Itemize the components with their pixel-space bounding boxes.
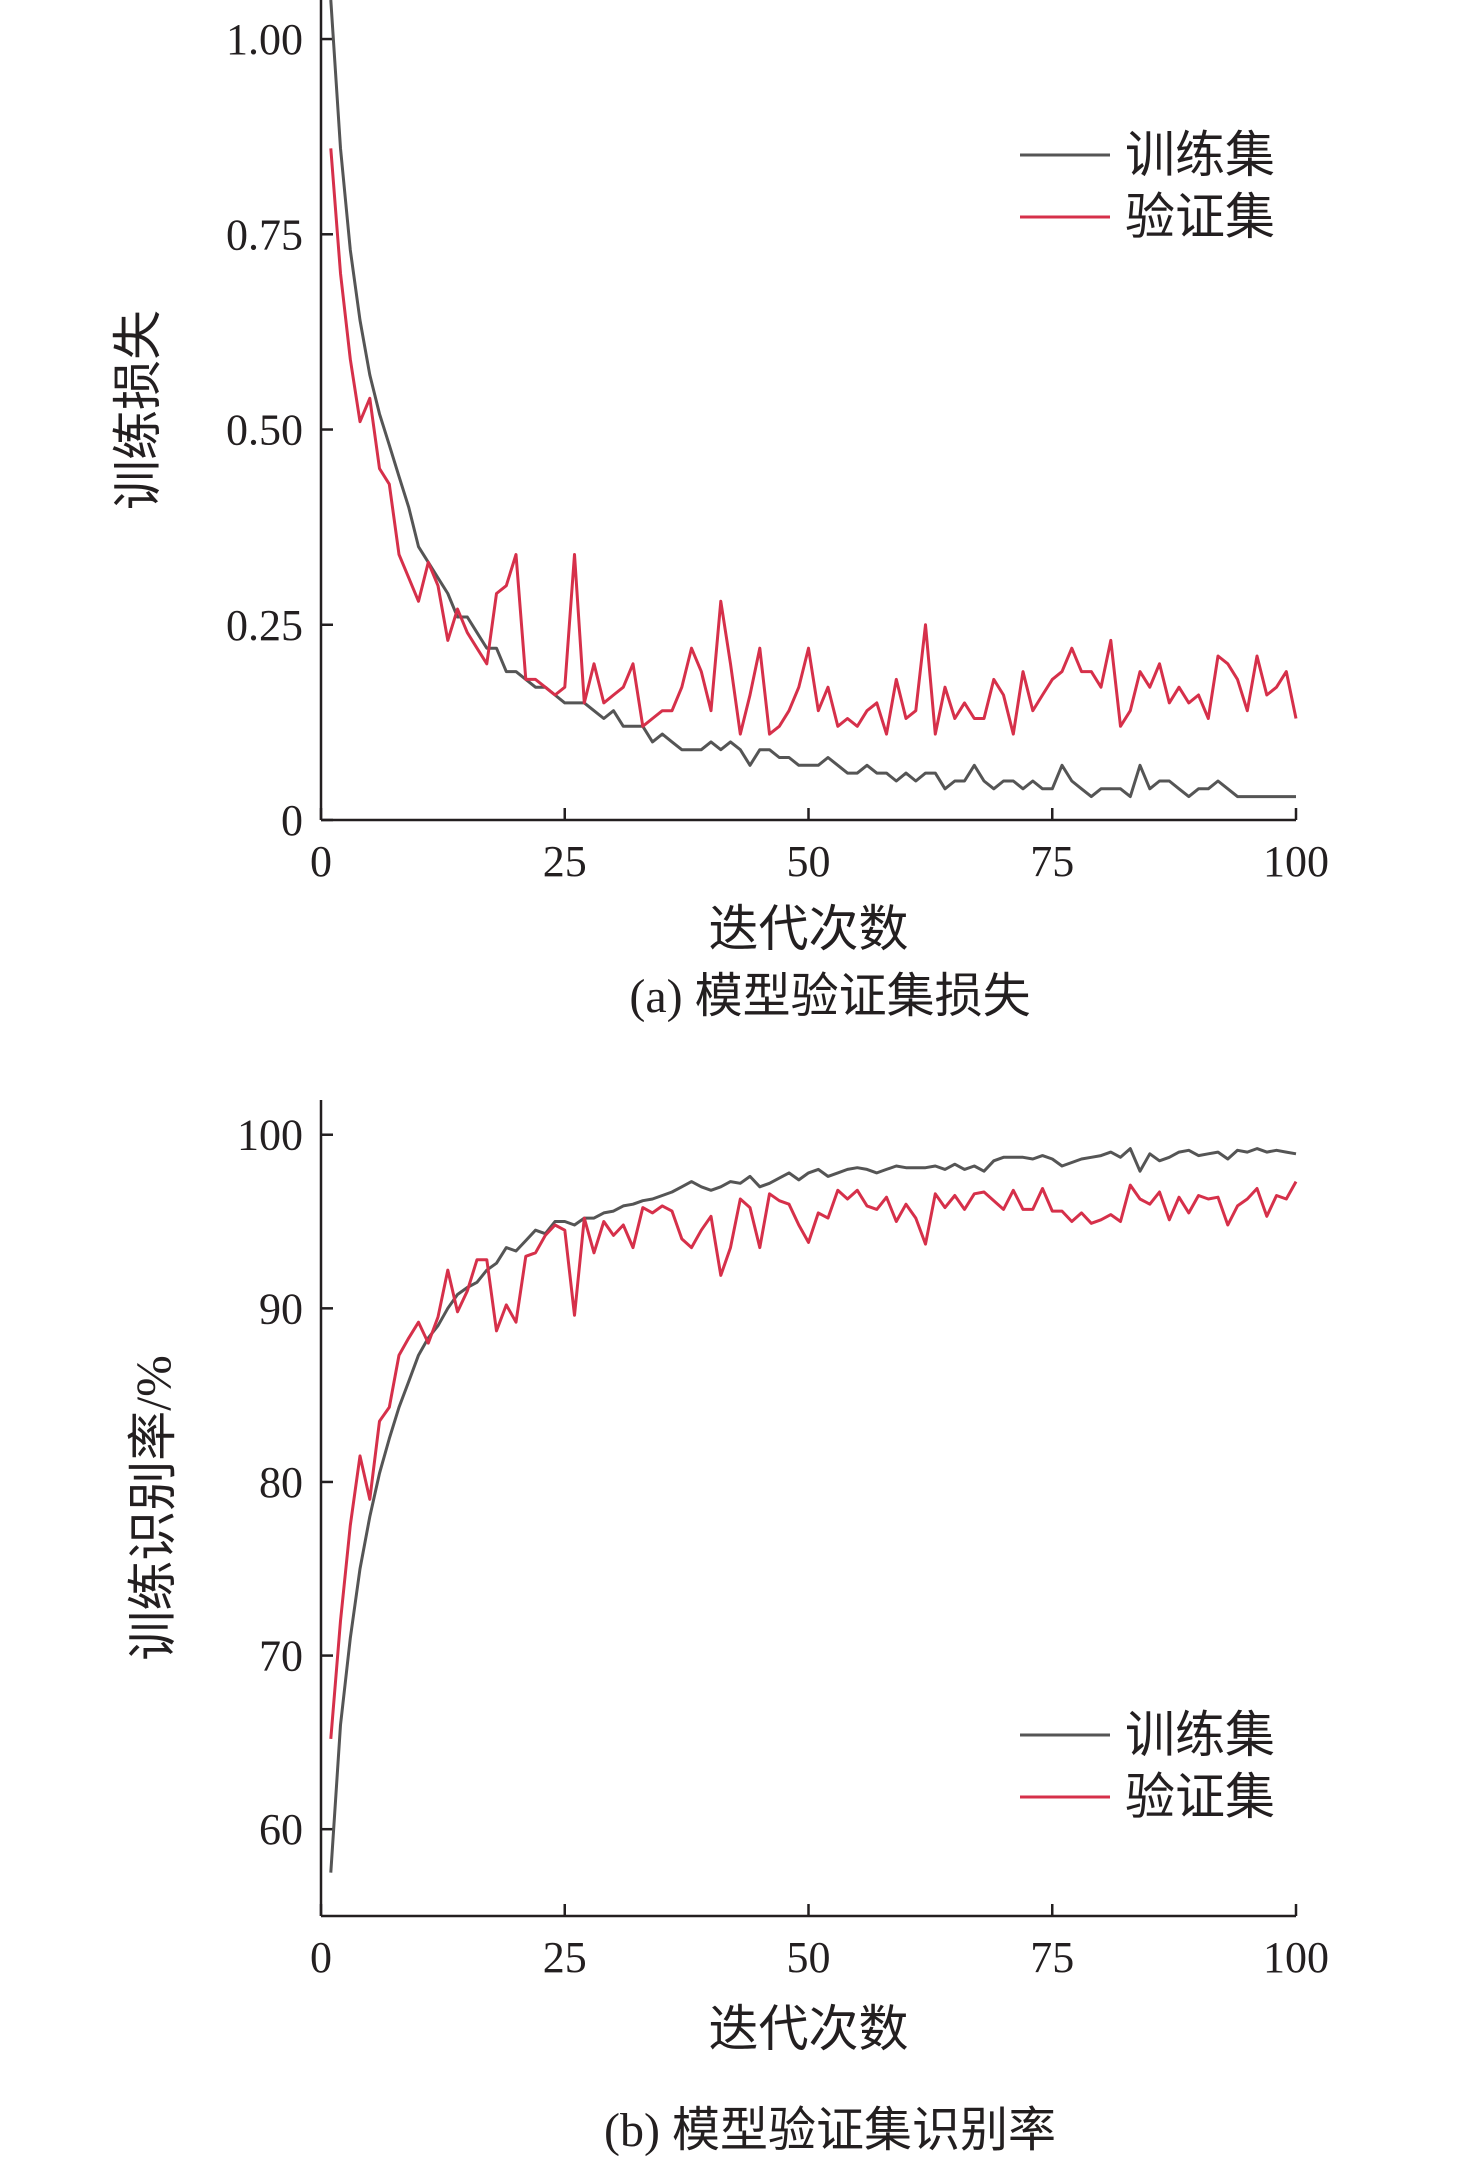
caption-b: (b) 模型验证集识别率 bbox=[604, 2104, 1056, 2157]
x-tick-label: 100 bbox=[1263, 1933, 1329, 1982]
x-tick-label: 75 bbox=[1030, 1933, 1074, 1982]
x-tick-label: 100 bbox=[1263, 837, 1329, 886]
x-axis-label: 迭代次数 bbox=[709, 901, 909, 957]
series-line-val bbox=[329, 148, 1298, 736]
y-tick-label: 70 bbox=[259, 1632, 303, 1681]
legend-label: 验证集 bbox=[1125, 1769, 1275, 1825]
legend-label: 验证集 bbox=[1125, 189, 1275, 245]
series-line-val bbox=[329, 1180, 1298, 1740]
chart-accuracy: (b) 模型验证集识别率 0 25 50 75 100 60 70 80 90 100 迭代次数 训练… bbox=[125, 1100, 1329, 2157]
y-tick-label: 1.00 bbox=[226, 15, 303, 64]
x-tick-label: 0 bbox=[310, 1933, 332, 1982]
x-axis-label: 迭代次数 bbox=[709, 2001, 909, 2057]
x-tick-label: 25 bbox=[543, 837, 587, 886]
y-tick-label: 0 bbox=[281, 796, 303, 845]
y-axis-label: 训练损失 bbox=[110, 310, 166, 510]
x-tick-label: 0 bbox=[310, 837, 332, 886]
y-tick-label: 100 bbox=[237, 1111, 303, 1160]
y-axis-label: 训练识别率/% bbox=[125, 1355, 181, 1661]
legend-label: 训练集 bbox=[1125, 1707, 1275, 1763]
y-tick-label: 90 bbox=[259, 1284, 303, 1333]
series-line-train bbox=[329, 0, 1296, 799]
chart-loss: (a) 模型验证集损失 0 25 50 75 100 0 0.25 0.50 0.75 1.00 迭… bbox=[110, 0, 1329, 1023]
y-tick-label: 0.50 bbox=[226, 406, 303, 455]
series-line-train bbox=[329, 1147, 1297, 1873]
legend-label: 训练集 bbox=[1125, 127, 1275, 183]
x-tick-label: 50 bbox=[787, 837, 831, 886]
y-tick-label: 60 bbox=[259, 1805, 303, 1854]
y-tick-label: 80 bbox=[259, 1458, 303, 1507]
y-tick-label: 0.25 bbox=[226, 601, 303, 650]
x-tick-label: 75 bbox=[1030, 837, 1074, 886]
caption-a: (a) 模型验证集损失 bbox=[629, 970, 1030, 1023]
x-tick-label: 25 bbox=[543, 1933, 587, 1982]
y-tick-label: 0.75 bbox=[226, 210, 303, 259]
x-tick-label: 50 bbox=[787, 1933, 831, 1982]
